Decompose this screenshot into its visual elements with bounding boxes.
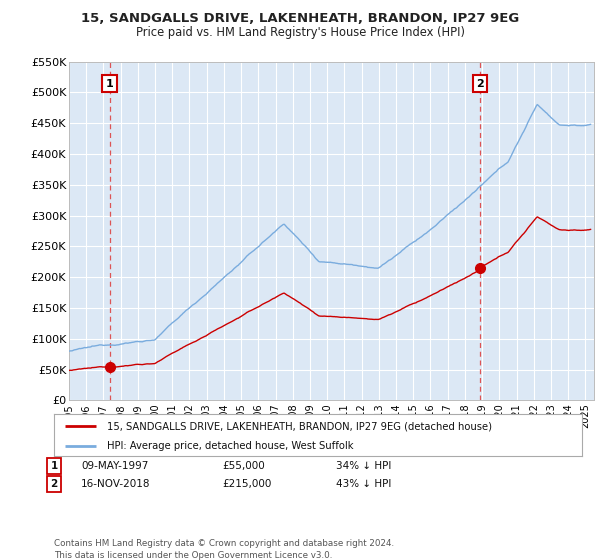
Text: £55,000: £55,000 xyxy=(222,461,265,471)
Text: 2: 2 xyxy=(50,479,58,489)
Text: 34% ↓ HPI: 34% ↓ HPI xyxy=(336,461,391,471)
Text: £215,000: £215,000 xyxy=(222,479,271,489)
Text: 2: 2 xyxy=(476,78,484,88)
Text: Contains HM Land Registry data © Crown copyright and database right 2024.
This d: Contains HM Land Registry data © Crown c… xyxy=(54,539,394,559)
Text: 1: 1 xyxy=(106,78,113,88)
Text: Price paid vs. HM Land Registry's House Price Index (HPI): Price paid vs. HM Land Registry's House … xyxy=(136,26,464,39)
Text: 1: 1 xyxy=(50,461,58,471)
Text: 15, SANDGALLS DRIVE, LAKENHEATH, BRANDON, IP27 9EG (detached house): 15, SANDGALLS DRIVE, LAKENHEATH, BRANDON… xyxy=(107,421,492,431)
Text: 15, SANDGALLS DRIVE, LAKENHEATH, BRANDON, IP27 9EG: 15, SANDGALLS DRIVE, LAKENHEATH, BRANDON… xyxy=(81,12,519,25)
Text: 43% ↓ HPI: 43% ↓ HPI xyxy=(336,479,391,489)
Text: HPI: Average price, detached house, West Suffolk: HPI: Average price, detached house, West… xyxy=(107,441,353,451)
Text: 09-MAY-1997: 09-MAY-1997 xyxy=(81,461,148,471)
Text: 16-NOV-2018: 16-NOV-2018 xyxy=(81,479,151,489)
